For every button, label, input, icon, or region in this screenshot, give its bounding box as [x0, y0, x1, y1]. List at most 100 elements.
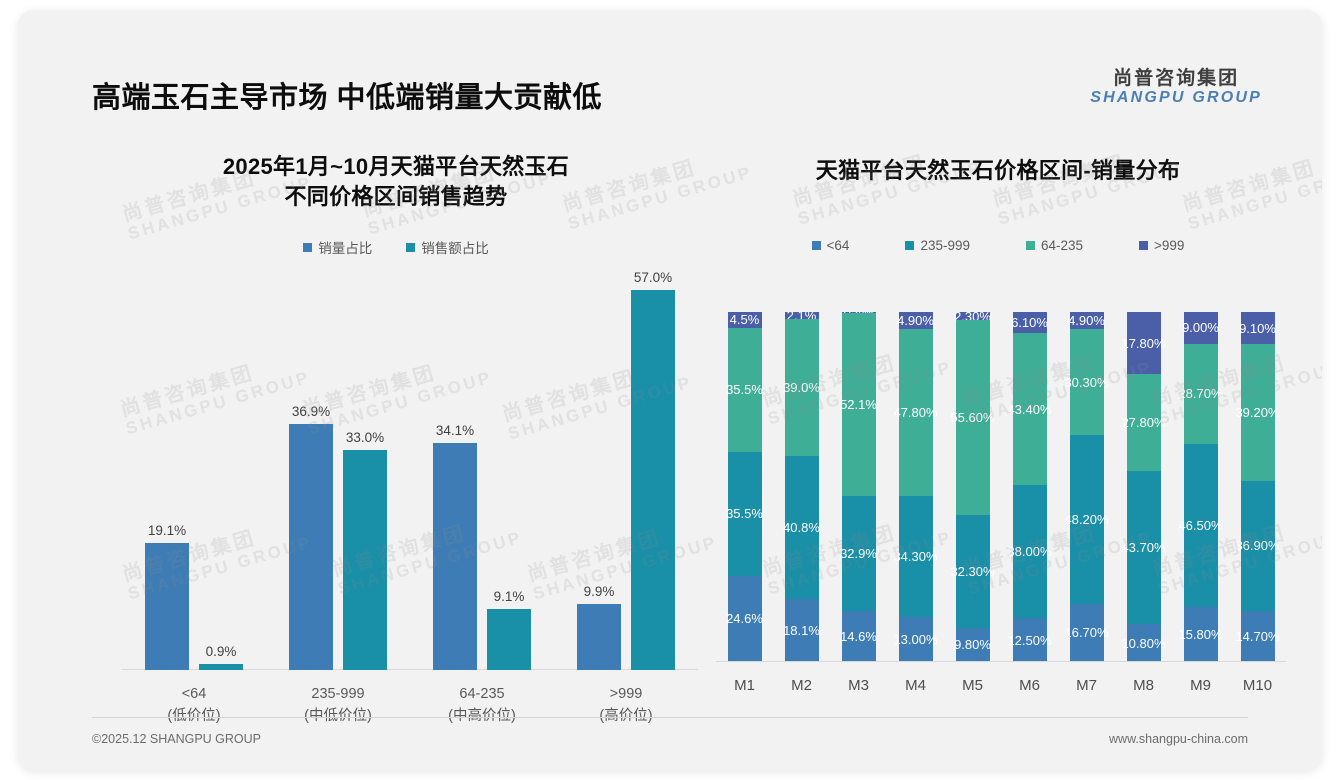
x-tick-tier: (低价位): [167, 707, 221, 724]
x-tick-tier: (中高价位): [448, 707, 516, 724]
stacked-segment[interactable]: 30.30%: [1064, 329, 1109, 436]
x-axis-tick-label: M4: [905, 677, 926, 694]
stacked-segment[interactable]: 35.5%: [726, 451, 763, 576]
stacked-segment[interactable]: 46.50%: [1178, 443, 1223, 607]
stacked-segment[interactable]: 32.30%: [950, 514, 995, 628]
stacked-segment[interactable]: 32.9%: [840, 495, 877, 611]
x-tick-range: <64: [181, 686, 207, 702]
segment-value-label: 2.1%: [786, 312, 817, 324]
bar-group: 36.9% 33.0% 235-999 (中低价位): [266, 270, 410, 724]
stacked-bar-column[interactable]: 17.80% 27.80% 43.70% 10.80%: [1121, 312, 1166, 662]
stacked-segment[interactable]: 34.30%: [893, 496, 938, 617]
segment-value-label: 28.70%: [1178, 386, 1223, 402]
segment-value-label: 18.1%: [783, 622, 820, 638]
bar-rect[interactable]: [631, 290, 675, 670]
stacked-segment[interactable]: 47.80%: [893, 329, 938, 497]
stacked-segment[interactable]: 4.5%: [727, 312, 762, 328]
segment-value-label: 46.50%: [1178, 517, 1223, 533]
stacked-bar-column[interactable]: 4.90% 30.30% 48.20% 16.70%: [1064, 312, 1109, 662]
stacked-bar-column[interactable]: 0.4%52.1%32.9%14.6%: [840, 312, 877, 662]
stacked-segment[interactable]: 14.6%: [840, 610, 877, 662]
stacked-segment[interactable]: 14.70%: [1235, 610, 1280, 662]
bar-rect[interactable]: [577, 604, 621, 670]
bar-group: 34.1% 9.1% 64-235 (中高价位): [410, 270, 554, 724]
stacked-bar-column[interactable]: 2.1% 39.0% 40.8% 18.1%: [783, 312, 820, 662]
bar-rect[interactable]: [289, 424, 333, 670]
segment-value-label: 14.70%: [1235, 628, 1280, 644]
stacked-segment[interactable]: 28.70%: [1178, 343, 1223, 444]
stacked-segment[interactable]: 24.6%: [726, 575, 763, 662]
legend-label: 64-235: [1040, 237, 1084, 253]
bar-value-label: 33.0%: [345, 430, 385, 445]
segment-value-label: 48.20%: [1064, 511, 1109, 527]
stacked-segment[interactable]: 16.70%: [1064, 603, 1109, 662]
bar-column[interactable]: 19.1%: [145, 270, 189, 670]
legend-item[interactable]: 销量占比: [303, 237, 372, 257]
stacked-bar-column[interactable]: 4.5% 35.5% 35.5% 24.6%: [726, 312, 763, 662]
bar-column[interactable]: 33.0%: [343, 270, 387, 670]
stacked-bar-column[interactable]: 4.90% 47.80% 34.30% 13.00%: [893, 312, 938, 662]
stacked-bar-column[interactable]: 9.00% 28.70% 46.50% 15.80%: [1178, 312, 1223, 662]
stacked-segment[interactable]: 9.00%: [1182, 312, 1219, 344]
x-axis-tick-label: 64-235 (中高价位): [410, 684, 554, 728]
stacked-segment[interactable]: 2.1%: [784, 312, 819, 323]
stacked-segment[interactable]: 52.1%: [840, 313, 877, 496]
bar-value-label: 34.1%: [435, 422, 475, 438]
bar-column[interactable]: 9.1%: [487, 270, 531, 670]
stacked-bar-column[interactable]: 2.30% 55.60% 32.30% 9.80%: [950, 312, 995, 662]
bar-rect[interactable]: [145, 542, 189, 670]
legend-swatch-icon: [811, 240, 821, 250]
stacked-segment[interactable]: 15.80%: [1178, 606, 1223, 662]
bar-column[interactable]: 0.9%: [199, 270, 243, 670]
stacked-segment[interactable]: 9.10%: [1239, 312, 1276, 345]
bar-rect[interactable]: [487, 609, 531, 670]
bar-column[interactable]: 57.0%: [631, 270, 675, 670]
segment-value-label: 14.6%: [840, 628, 877, 644]
stacked-segment[interactable]: 17.80%: [1121, 312, 1166, 375]
stacked-segment[interactable]: 48.20%: [1064, 435, 1109, 604]
segment-value-label: 9.10%: [1239, 320, 1276, 336]
stacked-segment[interactable]: 18.1%: [783, 598, 820, 662]
stacked-segment[interactable]: 4.90%: [897, 312, 934, 330]
segment-value-label: 40.8%: [783, 519, 820, 535]
stacked-segment[interactable]: 13.00%: [893, 616, 938, 662]
stacked-segment[interactable]: 36.90%: [1235, 481, 1280, 611]
segment-value-label: 30.30%: [1064, 374, 1109, 390]
legend-item[interactable]: 销售额占比: [406, 237, 489, 257]
legend-item[interactable]: <64: [811, 237, 850, 253]
x-tick-range: >999: [609, 686, 643, 702]
stacked-segment[interactable]: 40.8%: [783, 455, 820, 599]
bar-rect[interactable]: [343, 450, 387, 670]
stacked-segment[interactable]: 12.50%: [1007, 618, 1052, 662]
stacked-segment[interactable]: 10.80%: [1121, 624, 1166, 662]
legend-swatch-icon: [406, 242, 416, 252]
legend-item[interactable]: >999: [1139, 238, 1184, 253]
stacked-segment[interactable]: 43.70%: [1121, 471, 1166, 625]
legend-item[interactable]: 64-235: [1025, 237, 1084, 253]
stacked-segment[interactable]: 35.5%: [726, 327, 763, 452]
stacked-segment[interactable]: 9.80%: [954, 627, 991, 662]
grouped-bar-plot: 19.1% 0.9% <64 (低价位) 36.9% 33.0% 235-999 (中低价位)…: [122, 270, 698, 724]
stacked-segment[interactable]: 43.40%: [1007, 333, 1052, 486]
stacked-bar-column[interactable]: 9.10% 39.20% 36.90% 14.70%: [1235, 312, 1280, 662]
stacked-bar-column[interactable]: 6.10% 43.40% 38.00% 12.50%: [1007, 312, 1052, 662]
stacked-segment[interactable]: 2.30%: [954, 312, 991, 324]
brand-logo: 尚普咨询集团 SHANGPU GROUP: [1090, 68, 1262, 107]
bar-column[interactable]: 9.9%: [577, 270, 621, 670]
stacked-segment[interactable]: 39.20%: [1235, 344, 1280, 482]
bar-rect[interactable]: [199, 664, 243, 670]
bar-rect[interactable]: [433, 442, 477, 670]
bar-column[interactable]: 36.9%: [289, 270, 333, 670]
legend-item[interactable]: 235-999: [905, 238, 970, 253]
bar-value-label: 57.0%: [633, 270, 673, 285]
stacked-segment[interactable]: 55.60%: [950, 320, 995, 515]
stacked-segment[interactable]: 38.00%: [1007, 485, 1052, 619]
stacked-segment[interactable]: 27.80%: [1121, 374, 1166, 472]
bar-column[interactable]: 34.1%: [433, 270, 477, 670]
stacked-segment[interactable]: 6.10%: [1011, 312, 1048, 334]
stacked-segment[interactable]: 39.0%: [783, 319, 820, 456]
segment-value-label: 16.70%: [1064, 625, 1109, 641]
legend-label: <64: [826, 237, 850, 253]
stacked-segment[interactable]: 4.90%: [1068, 312, 1105, 330]
page-title: 高端玉石主导市场 中低端销量大贡献低: [92, 82, 603, 114]
